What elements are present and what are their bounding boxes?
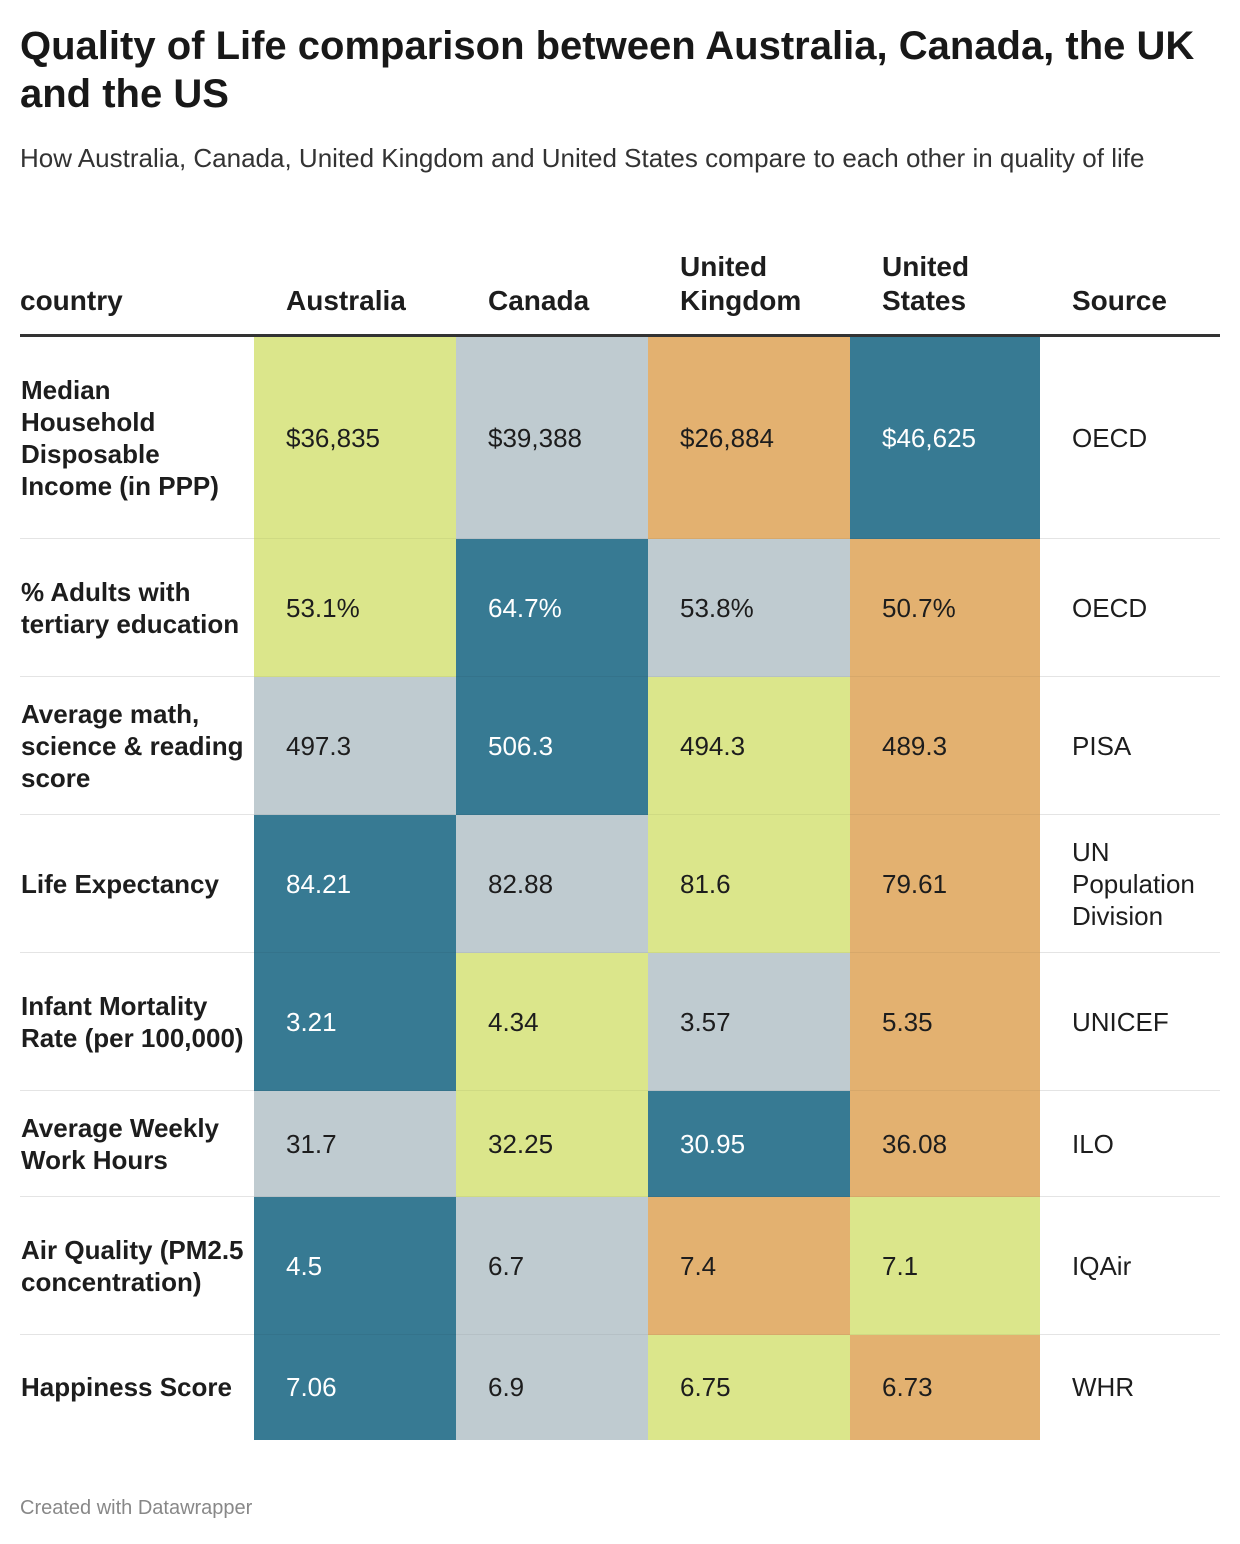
source-cell: UN Population Division (1040, 814, 1220, 953)
row-label: Life Expectancy (20, 814, 254, 953)
value-cell: $39,388 (456, 335, 648, 539)
column-header[interactable]: Canada (456, 250, 648, 337)
source-cell: PISA (1040, 676, 1220, 815)
value-cell: 494.3 (648, 676, 850, 815)
source-cell: UNICEF (1040, 952, 1220, 1091)
value-cell: 30.95 (648, 1090, 850, 1197)
value-cell: 36.08 (850, 1090, 1040, 1197)
value-cell: 5.35 (850, 952, 1040, 1091)
value-cell: 4.5 (254, 1196, 456, 1335)
table-row: Infant Mortality Rate (per 100,000) 3.21 4… (20, 952, 1220, 1091)
value-cell: 50.7% (850, 538, 1040, 677)
value-cell: 6.73 (850, 1334, 1040, 1440)
column-header[interactable]: country (20, 250, 254, 337)
value-cell: 84.21 (254, 814, 456, 953)
source-cell: OECD (1040, 538, 1220, 677)
data-table: country Australia Canada United Kingdom … (20, 250, 1220, 1440)
value-cell: 64.7% (456, 538, 648, 677)
column-header[interactable]: Source (1040, 250, 1220, 337)
row-label: % Adults with tertiary education (20, 538, 254, 677)
row-label: Median Household Disposable Income (in P… (20, 335, 254, 539)
table-row: Air Quality (PM2.5 concentration) 4.5 6.7 7… (20, 1196, 1220, 1335)
row-label: Average math, science & reading score (20, 676, 254, 815)
table-row: Happiness Score 7.06 6.9 6.75 6.73 WHR (20, 1334, 1220, 1440)
value-cell: 81.6 (648, 814, 850, 953)
value-cell: 7.4 (648, 1196, 850, 1335)
value-cell: 3.21 (254, 952, 456, 1091)
value-cell: $26,884 (648, 335, 850, 539)
value-cell: 6.75 (648, 1334, 850, 1440)
table-row: Life Expectancy 84.21 82.88 81.6 79.61 UN Pop… (20, 814, 1220, 953)
column-header[interactable]: Australia (254, 250, 456, 337)
table-row: Average Weekly Work Hours 31.7 32.25 30.95 3… (20, 1090, 1220, 1197)
value-cell: 489.3 (850, 676, 1040, 815)
table-row: % Adults with tertiary education 53.1% 64.… (20, 538, 1220, 677)
value-cell: 53.1% (254, 538, 456, 677)
value-cell: 4.34 (456, 952, 648, 1091)
row-label: Happiness Score (21, 1372, 232, 1403)
value-cell: $36,835 (254, 335, 456, 539)
table-row: Median Household Disposable Income (in P… (20, 335, 1220, 539)
value-cell: 7.06 (254, 1334, 456, 1440)
value-cell: $46,625 (850, 335, 1040, 539)
value-cell: 3.57 (648, 952, 850, 1091)
chart-subtitle: How Australia, Canada, United Kingdom an… (20, 143, 1145, 173)
value-cell: 6.9 (456, 1334, 648, 1440)
column-header[interactable]: United States (850, 250, 1040, 337)
source-cell: ILO (1040, 1090, 1220, 1197)
source-cell: IQAir (1040, 1196, 1220, 1335)
value-cell: 82.88 (456, 814, 648, 953)
row-label: Average Weekly Work Hours (20, 1090, 254, 1197)
table-row: Average math, science & reading score 497… (20, 676, 1220, 815)
footer-credit: Created with Datawrapper (20, 1497, 253, 1519)
value-cell: 53.8% (648, 538, 850, 677)
column-header[interactable]: United Kingdom (648, 250, 850, 337)
row-label: Air Quality (PM2.5 concentration) (20, 1196, 254, 1335)
value-cell: 79.61 (850, 814, 1040, 953)
value-cell: 31.7 (254, 1090, 456, 1197)
value-cell: 506.3 (456, 676, 648, 815)
value-cell: 497.3 (254, 676, 456, 815)
header-row: country Australia Canada United Kingdom … (20, 250, 1220, 337)
source-cell: WHR (1072, 1372, 1135, 1403)
chart-title: Quality of Life comparison between Austr… (20, 24, 1195, 116)
value-cell: 32.25 (456, 1090, 648, 1197)
value-cell: 6.7 (456, 1196, 648, 1335)
value-cell: 7.1 (850, 1196, 1040, 1335)
row-label: Infant Mortality Rate (per 100,000) (20, 952, 254, 1091)
source-cell: OECD (1040, 335, 1220, 539)
